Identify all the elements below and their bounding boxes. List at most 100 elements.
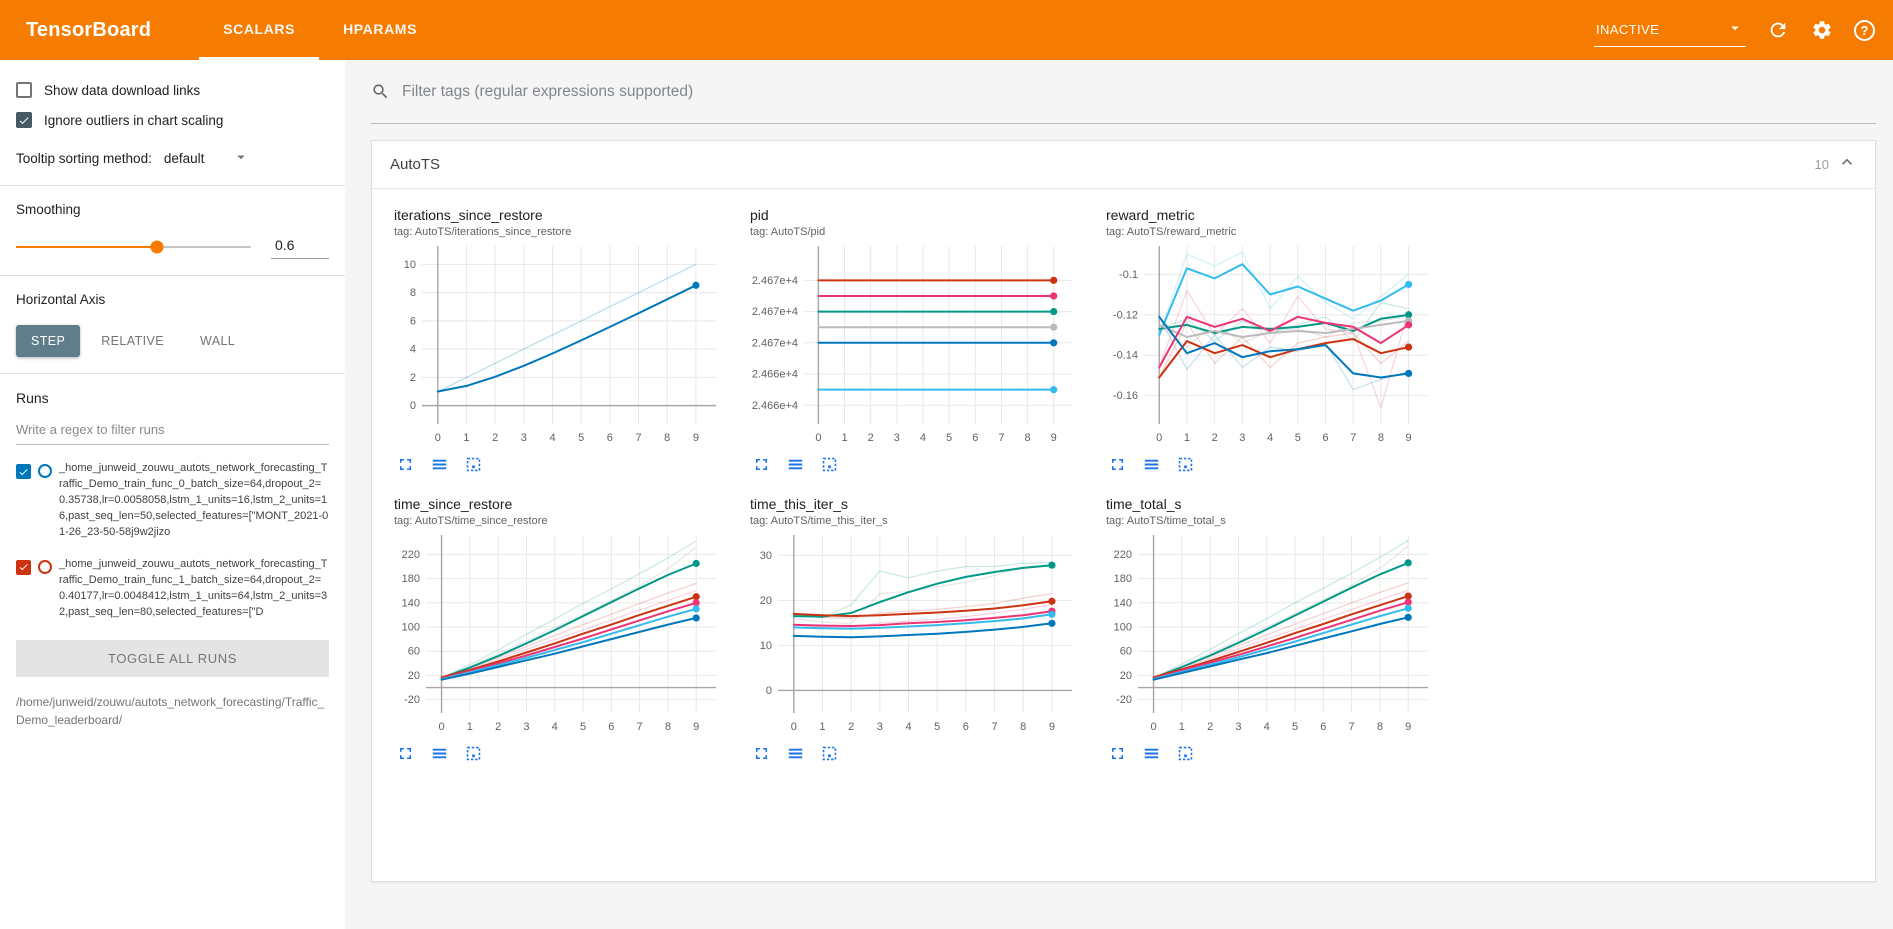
sidebar: Show data download links Ignore outliers…: [0, 60, 345, 929]
runs-filter-input[interactable]: [16, 416, 329, 445]
runs-list: _home_junweid_zouwu_autots_network_forec…: [16, 461, 329, 620]
tag-filter-bar: [371, 60, 1876, 124]
svg-text:9: 9: [693, 721, 699, 733]
svg-text:5: 5: [1295, 432, 1301, 444]
horizontal-lines-icon[interactable]: [430, 455, 449, 474]
fit-domain-icon[interactable]: [820, 455, 839, 474]
charts-grid: iterations_since_restore tag: AutoTS/ite…: [372, 189, 1875, 781]
axis-button-step[interactable]: STEP: [16, 325, 81, 357]
run-checkbox[interactable]: [16, 559, 31, 575]
svg-text:2: 2: [410, 372, 416, 384]
svg-text:3: 3: [877, 721, 883, 733]
chart-plot[interactable]: 0 2 4 6 8 10 0 1 2 3 4 5 6 7 8 9: [386, 240, 722, 452]
smoothing-slider[interactable]: [16, 240, 251, 254]
chart-plot[interactable]: 2.467e+4 2.467e+4 2.467e+4 2.466e+4 2.466e+4…: [742, 240, 1078, 452]
svg-text:0: 0: [1150, 721, 1156, 733]
svg-text:2: 2: [1207, 721, 1213, 733]
help-icon[interactable]: ?: [1854, 19, 1875, 41]
toggle-all-runs-button[interactable]: TOGGLE ALL RUNS: [16, 640, 329, 678]
svg-text:20: 20: [760, 595, 772, 607]
fullscreen-icon[interactable]: [752, 455, 771, 474]
svg-text:20: 20: [408, 670, 420, 682]
section-header[interactable]: AutoTS 10: [372, 141, 1875, 189]
svg-text:-0.14: -0.14: [1113, 350, 1138, 362]
chart-plot[interactable]: 0 10 20 30 0 1 2 3 4 5 6 7 8 9: [742, 529, 1078, 741]
svg-text:1: 1: [463, 432, 469, 444]
show-download-row[interactable]: Show data download links: [16, 82, 329, 98]
axis-button-relative[interactable]: RELATIVE: [86, 325, 179, 357]
fit-domain-icon[interactable]: [820, 744, 839, 763]
run-label: _home_junweid_zouwu_autots_network_forec…: [59, 557, 328, 618]
svg-text:6: 6: [608, 721, 614, 733]
tooltip-sorting-dropdown[interactable]: default: [164, 148, 251, 169]
app-header: TensorBoard SCALARS HPARAMS INACTIVE ?: [0, 0, 1893, 60]
svg-text:7: 7: [998, 432, 1004, 444]
runs-logdir-path: /home/junweid/zouwu/autots_network_forec…: [16, 695, 325, 728]
show-download-checkbox[interactable]: [16, 82, 32, 98]
fit-domain-icon[interactable]: [464, 455, 483, 474]
tooltip-sorting-value: default: [163, 151, 205, 166]
axis-button-wall[interactable]: WALL: [185, 325, 250, 357]
chevron-up-icon[interactable]: [1837, 152, 1857, 177]
chart-plot[interactable]: -20 20 60 100 140 180 220 0 1 2 3 4 5 6 7 8 9: [1098, 529, 1434, 741]
ignore-outliers-row[interactable]: Ignore outliers in chart scaling: [16, 112, 329, 128]
fullscreen-icon[interactable]: [1108, 455, 1127, 474]
fullscreen-icon[interactable]: [396, 744, 415, 763]
chart-tag: tag: AutoTS/time_since_restore: [394, 515, 548, 527]
fit-domain-icon[interactable]: [1176, 744, 1195, 763]
run-checkbox[interactable]: [16, 464, 31, 479]
svg-text:9: 9: [693, 432, 699, 444]
svg-text:180: 180: [1114, 573, 1132, 585]
svg-text:7: 7: [991, 721, 997, 733]
settings-gear-icon[interactable]: [1810, 18, 1834, 42]
run-solo-radio[interactable]: [38, 559, 52, 574]
fullscreen-icon[interactable]: [752, 744, 771, 763]
svg-text:4: 4: [1264, 721, 1270, 733]
fullscreen-icon[interactable]: [396, 455, 415, 474]
horizontal-lines-icon[interactable]: [430, 744, 449, 763]
svg-text:2: 2: [492, 432, 498, 444]
svg-text:1: 1: [1179, 721, 1185, 733]
run-item[interactable]: _home_junweid_zouwu_autots_network_forec…: [16, 557, 329, 621]
horizontal-lines-icon[interactable]: [1142, 455, 1161, 474]
horizontal-lines-icon[interactable]: [786, 455, 805, 474]
svg-text:20: 20: [1120, 670, 1132, 682]
svg-text:6: 6: [972, 432, 978, 444]
status-dropdown[interactable]: INACTIVE: [1594, 14, 1746, 47]
fullscreen-icon[interactable]: [1108, 744, 1127, 763]
smoothing-value-input[interactable]: 0.6: [271, 235, 329, 259]
section-chart-count: 10: [1814, 157, 1829, 172]
run-solo-radio[interactable]: [38, 464, 52, 478]
svg-text:2.466e+4: 2.466e+4: [752, 400, 798, 412]
chart-plot[interactable]: -0.1 -0.12 -0.14 -0.16 0 1 2 3 4 5 6 7 8 9: [1098, 240, 1434, 452]
svg-text:-20: -20: [404, 694, 420, 706]
svg-text:6: 6: [1322, 432, 1328, 444]
app-title: TensorBoard: [26, 18, 152, 41]
svg-text:180: 180: [402, 573, 420, 585]
ignore-outliers-checkbox[interactable]: [16, 112, 32, 128]
axis-buttons: STEP RELATIVE WALL: [16, 325, 329, 357]
smoothing-slider-thumb[interactable]: [150, 240, 164, 254]
svg-text:5: 5: [934, 721, 940, 733]
chart-plot[interactable]: -20 20 60 100 140 180 220 0 1 2 3 4 5 6 7 8 9: [386, 529, 722, 741]
svg-text:2.467e+4: 2.467e+4: [752, 306, 798, 318]
section-title: AutoTS: [390, 156, 441, 173]
tab-hparams[interactable]: HPARAMS: [343, 20, 418, 37]
svg-text:3: 3: [521, 432, 527, 444]
svg-text:10: 10: [760, 640, 772, 652]
fit-domain-icon[interactable]: [1176, 455, 1195, 474]
status-label: INACTIVE: [1596, 21, 1660, 37]
tab-scalars[interactable]: SCALARS: [199, 0, 320, 60]
chart-card: pid tag: AutoTS/pid 2.467e+4 2.467e+4 2.46…: [742, 207, 1090, 474]
fit-domain-icon[interactable]: [464, 744, 483, 763]
tag-filter-input[interactable]: [402, 82, 1876, 101]
ignore-outliers-label: Ignore outliers in chart scaling: [44, 112, 224, 128]
divider: [0, 373, 345, 374]
svg-text:0: 0: [438, 721, 444, 733]
run-item[interactable]: _home_junweid_zouwu_autots_network_forec…: [16, 461, 329, 541]
svg-text:0: 0: [766, 685, 772, 697]
horizontal-lines-icon[interactable]: [1142, 744, 1161, 763]
refresh-icon[interactable]: [1766, 18, 1790, 42]
horizontal-lines-icon[interactable]: [786, 744, 805, 763]
svg-text:100: 100: [1114, 622, 1132, 634]
